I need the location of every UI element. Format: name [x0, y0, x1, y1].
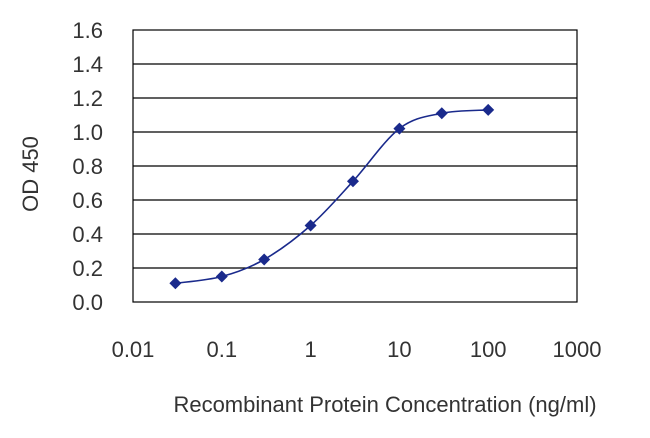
y-axis-ticks: 0.0 0.2 0.4 0.6 0.8 1.0 1.2 1.4 1.6 — [72, 18, 103, 315]
y-tick-label: 0.6 — [72, 188, 103, 213]
data-point-marker — [393, 122, 406, 135]
y-tick-label: 0.4 — [72, 222, 103, 247]
y-axis-title: OD 450 — [18, 136, 43, 212]
x-tick-label: 10 — [387, 337, 411, 362]
data-points — [169, 103, 495, 290]
series-line — [175, 109, 489, 285]
data-point-marker — [435, 107, 448, 120]
x-tick-label: 1000 — [553, 337, 602, 362]
grid-lines — [133, 63, 577, 269]
data-point-marker — [215, 270, 228, 283]
plot-frame — [132, 29, 578, 303]
y-tick-label: 1.6 — [72, 18, 103, 43]
y-tick-label: 1.4 — [72, 52, 103, 77]
y-tick-label: 0.2 — [72, 256, 103, 281]
y-tick-label: 1.2 — [72, 86, 103, 111]
x-tick-label: 0.01 — [112, 337, 155, 362]
y-tick-label: 0.0 — [72, 290, 103, 315]
y-tick-label: 0.8 — [72, 154, 103, 179]
series-curve — [175, 109, 489, 285]
x-axis-ticks: 0.01 0.1 1 10 100 1000 — [112, 337, 602, 362]
x-tick-label: 100 — [470, 337, 507, 362]
data-point-marker — [258, 253, 271, 266]
x-tick-label: 1 — [304, 337, 316, 362]
x-axis-title: Recombinant Protein Concentration (ng/ml… — [173, 392, 596, 417]
data-point-marker — [482, 103, 495, 116]
data-point-marker — [346, 175, 359, 188]
data-point-marker — [169, 277, 182, 290]
x-tick-label: 0.1 — [207, 337, 238, 362]
y-tick-label: 1.0 — [72, 120, 103, 145]
data-point-marker — [304, 219, 317, 232]
